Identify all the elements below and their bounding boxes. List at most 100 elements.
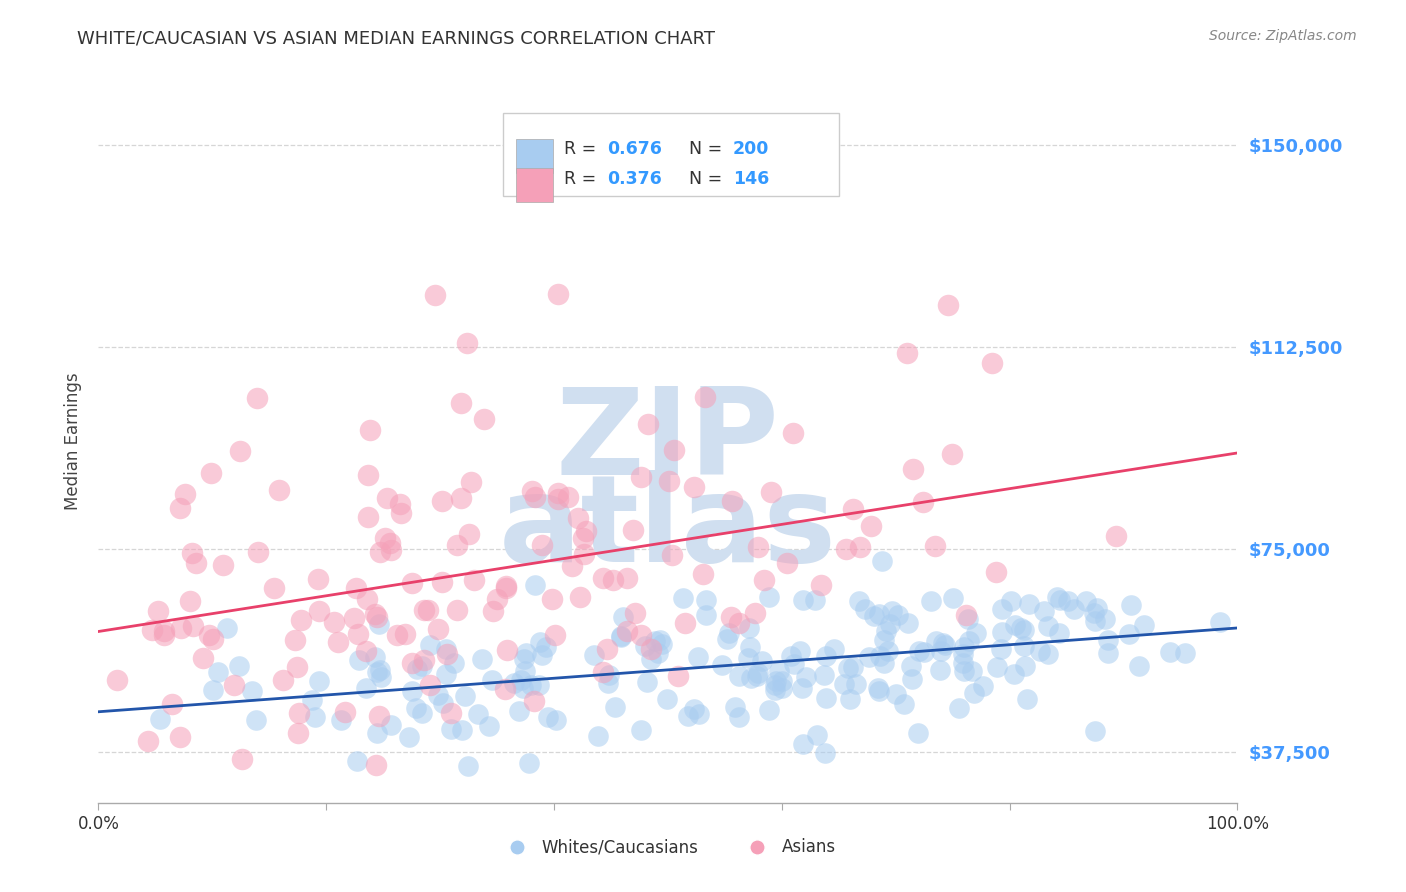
Point [630, 470, 652, 484]
Point [636, 675, 658, 690]
Point [212, 558, 235, 572]
Text: R =: R = [564, 170, 602, 188]
Point [370, 670, 392, 684]
Point [624, 606, 647, 620]
Point [634, 639, 657, 653]
Point [815, 648, 838, 663]
Point [676, 708, 699, 723]
Point [346, 754, 368, 768]
Point [267, 483, 290, 498]
Point [1018, 598, 1040, 612]
Point [610, 630, 633, 644]
Point [823, 642, 845, 657]
Point [1012, 639, 1035, 653]
Point [245, 713, 267, 727]
Point [419, 678, 441, 692]
Point [288, 706, 311, 720]
Point [451, 723, 474, 738]
Point [519, 756, 541, 770]
Point [1036, 647, 1059, 661]
Point [662, 442, 685, 457]
Point [366, 665, 388, 679]
Point [567, 511, 589, 525]
Point [792, 737, 814, 751]
Point [991, 602, 1014, 616]
Point [1063, 601, 1085, 615]
Point [148, 712, 170, 726]
Point [596, 676, 619, 690]
Point [963, 686, 986, 700]
Point [456, 335, 478, 350]
Point [512, 681, 534, 695]
Point [1046, 591, 1069, 605]
Point [427, 688, 450, 702]
Point [965, 625, 987, 640]
Point [616, 571, 638, 585]
Point [530, 648, 553, 662]
Point [368, 664, 391, 678]
Point [356, 509, 378, 524]
Point [630, 627, 652, 641]
Point [179, 594, 201, 608]
Point [380, 543, 402, 558]
Point [1033, 604, 1056, 618]
Point [335, 705, 357, 719]
Point [770, 673, 793, 688]
Point [1036, 618, 1059, 632]
Point [572, 531, 595, 545]
Point [869, 649, 891, 664]
Point [763, 678, 786, 692]
Point [765, 674, 787, 689]
Point [595, 642, 617, 657]
Point [688, 706, 710, 721]
Point [356, 644, 378, 658]
Point [683, 702, 706, 716]
Point [105, 673, 128, 688]
Point [389, 506, 412, 520]
Point [672, 591, 695, 605]
Point [1047, 625, 1070, 640]
Point [405, 662, 427, 676]
Point [835, 542, 858, 557]
Point [271, 673, 294, 687]
Text: 200: 200 [733, 139, 769, 158]
Point [343, 611, 366, 625]
Point [557, 491, 579, 505]
Point [169, 730, 191, 744]
Point [986, 660, 1008, 674]
Point [673, 616, 696, 631]
Point [426, 623, 449, 637]
Text: 0.376: 0.376 [607, 170, 662, 188]
Point [224, 678, 246, 692]
Point [366, 757, 388, 772]
Point [495, 581, 517, 595]
Point [263, 581, 285, 595]
Point [640, 652, 662, 666]
Text: ZIP: ZIP [555, 383, 780, 500]
Point [893, 698, 915, 712]
Point [747, 540, 769, 554]
Point [547, 491, 569, 506]
Point [202, 632, 225, 646]
Point [527, 678, 550, 692]
Point [716, 632, 738, 647]
Point [901, 462, 924, 476]
Point [932, 636, 955, 650]
Text: 146: 146 [733, 170, 769, 188]
Point [658, 474, 681, 488]
Point [524, 490, 547, 504]
Point [842, 660, 865, 674]
Point [1085, 600, 1108, 615]
Point [651, 637, 673, 651]
Point [531, 538, 554, 552]
Point [193, 651, 215, 665]
Point [181, 619, 204, 633]
Point [1074, 594, 1097, 608]
Point [547, 486, 569, 500]
Point [724, 700, 747, 714]
Point [467, 707, 489, 722]
Point [432, 696, 454, 710]
Point [790, 681, 813, 695]
Point [290, 613, 312, 627]
Point [368, 709, 391, 723]
